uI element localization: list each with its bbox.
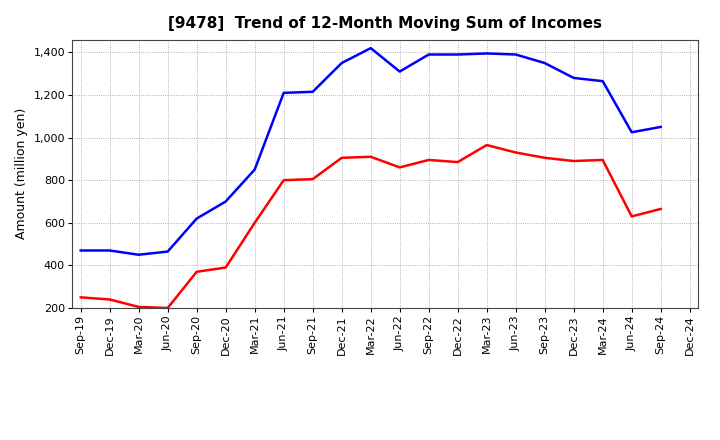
Net Income — [627, 214, 636, 219]
Net Income — [454, 159, 462, 165]
Ordinary Income — [308, 89, 317, 95]
Ordinary Income — [657, 124, 665, 129]
Ordinary Income — [192, 216, 201, 221]
Net Income — [395, 165, 404, 170]
Net Income — [541, 155, 549, 161]
Ordinary Income — [279, 90, 288, 95]
Ordinary Income — [570, 75, 578, 81]
Net Income — [135, 304, 143, 310]
Net Income — [366, 154, 375, 159]
Ordinary Income — [163, 249, 172, 254]
Line: Net Income: Net Income — [81, 145, 661, 308]
Net Income — [251, 220, 259, 225]
Ordinary Income — [627, 130, 636, 135]
Ordinary Income — [424, 52, 433, 57]
Ordinary Income — [338, 60, 346, 66]
Net Income — [570, 158, 578, 164]
Ordinary Income — [105, 248, 114, 253]
Ordinary Income — [366, 45, 375, 51]
Ordinary Income — [251, 167, 259, 172]
Net Income — [105, 297, 114, 302]
Net Income — [308, 176, 317, 182]
Ordinary Income — [482, 51, 491, 56]
Ordinary Income — [76, 248, 85, 253]
Y-axis label: Amount (million yen): Amount (million yen) — [15, 108, 28, 239]
Ordinary Income — [511, 52, 520, 57]
Net Income — [338, 155, 346, 161]
Ordinary Income — [395, 69, 404, 74]
Net Income — [279, 178, 288, 183]
Net Income — [598, 158, 607, 163]
Ordinary Income — [221, 199, 230, 204]
Net Income — [192, 269, 201, 275]
Ordinary Income — [454, 52, 462, 57]
Ordinary Income — [541, 60, 549, 66]
Line: Ordinary Income: Ordinary Income — [81, 48, 661, 255]
Ordinary Income — [598, 78, 607, 84]
Net Income — [76, 295, 85, 300]
Net Income — [163, 305, 172, 311]
Net Income — [511, 150, 520, 155]
Ordinary Income — [135, 252, 143, 257]
Net Income — [482, 143, 491, 148]
Net Income — [657, 206, 665, 212]
Title: [9478]  Trend of 12-Month Moving Sum of Incomes: [9478] Trend of 12-Month Moving Sum of I… — [168, 16, 602, 32]
Net Income — [424, 158, 433, 163]
Net Income — [221, 265, 230, 270]
